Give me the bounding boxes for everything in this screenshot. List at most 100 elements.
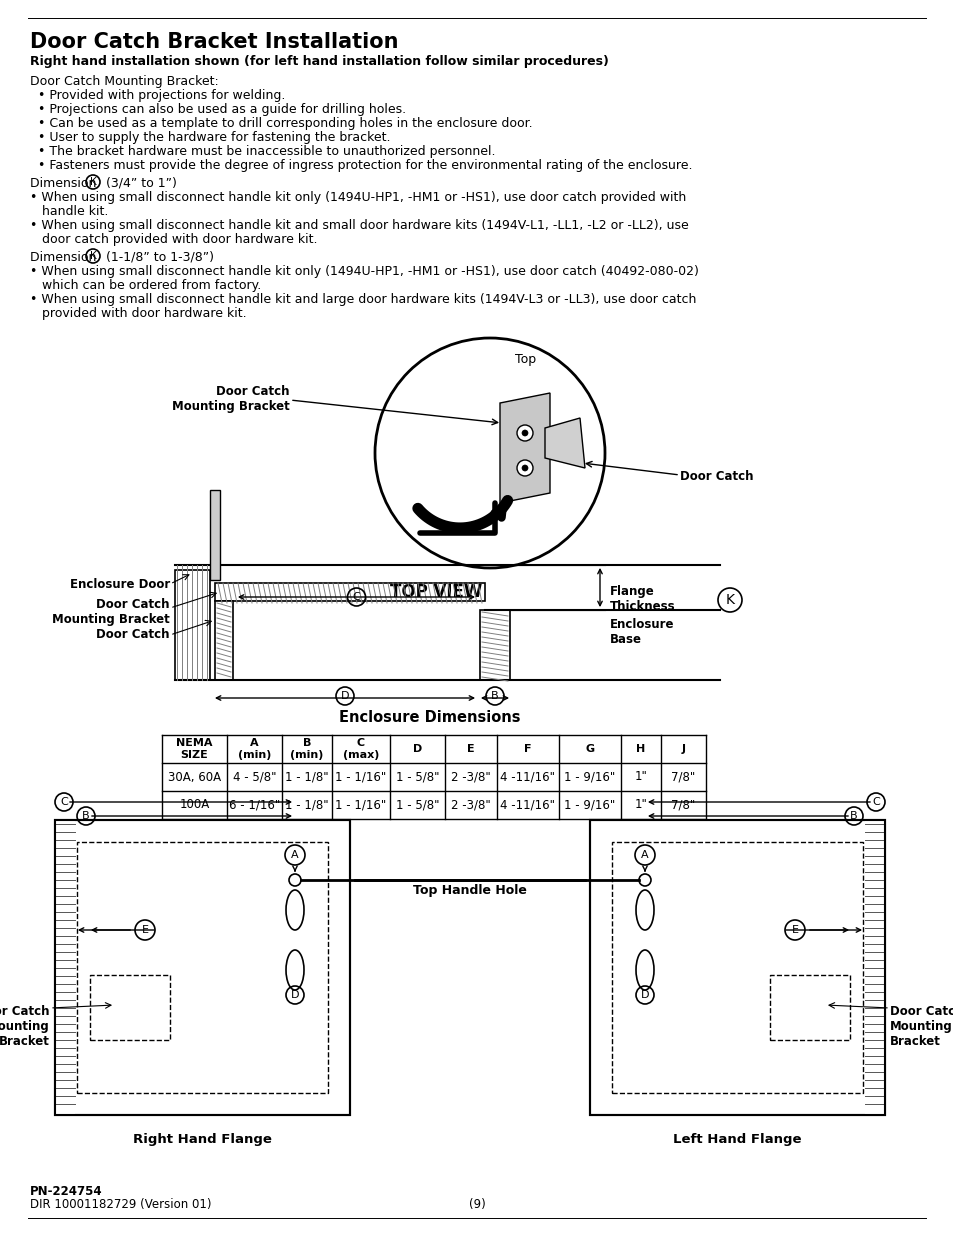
Text: 7/8": 7/8" [671, 771, 695, 783]
Polygon shape [499, 393, 550, 503]
Text: Flange
Thickness: Flange Thickness [609, 585, 675, 613]
Text: F: F [524, 743, 531, 755]
Text: handle kit.: handle kit. [30, 205, 109, 219]
Text: D: D [340, 692, 349, 701]
Text: • The bracket hardware must be inaccessible to unauthorized personnel.: • The bracket hardware must be inaccessi… [38, 144, 495, 158]
Bar [90, 974, 170, 1040]
Text: E: E [791, 925, 798, 935]
Text: G: G [585, 743, 594, 755]
Text: (3/4” to 1”): (3/4” to 1”) [102, 177, 176, 190]
Bar [612, 842, 862, 1093]
Text: Door Catch
Mounting Bracket: Door Catch Mounting Bracket [172, 385, 290, 412]
Text: provided with door hardware kit.: provided with door hardware kit. [30, 308, 247, 320]
Text: 7/8": 7/8" [671, 799, 695, 811]
Text: K: K [90, 177, 96, 186]
Text: • When using small disconnect handle kit only (1494U-HP1, -HM1 or -HS1), use doo: • When using small disconnect handle kit… [30, 191, 685, 204]
Polygon shape [544, 417, 584, 468]
Text: C: C [871, 797, 879, 806]
Text: Top: Top [515, 353, 536, 366]
Bar [210, 490, 220, 580]
Text: B: B [82, 811, 90, 821]
Text: Dimension: Dimension [30, 177, 100, 190]
Text: E: E [467, 743, 475, 755]
Text: 1 - 1/16": 1 - 1/16" [335, 771, 386, 783]
Text: • When using small disconnect handle kit only (1494U-HP1, -HM1 or -HS1), use doo: • When using small disconnect handle kit… [30, 266, 699, 278]
Circle shape [521, 466, 527, 471]
Ellipse shape [286, 950, 304, 990]
Text: • Can be used as a template to drill corresponding holes in the enclosure door.: • Can be used as a template to drill cor… [38, 117, 532, 130]
Text: 1 - 9/16": 1 - 9/16" [564, 799, 615, 811]
Text: 1 - 1/16": 1 - 1/16" [335, 799, 386, 811]
Text: J: J [680, 743, 685, 755]
Text: 6 - 1/16": 6 - 1/16" [229, 799, 280, 811]
Text: 2 -3/8": 2 -3/8" [451, 799, 491, 811]
Text: H: H [636, 743, 645, 755]
Text: DIR 10001182729 (Version 01): DIR 10001182729 (Version 01) [30, 1198, 212, 1212]
Bar [479, 610, 510, 680]
Bar [589, 820, 884, 1115]
Text: A
(min): A (min) [237, 739, 271, 760]
Text: A: A [291, 850, 298, 860]
Text: door catch provided with door hardware kit.: door catch provided with door hardware k… [30, 233, 317, 246]
Text: PN-224754: PN-224754 [30, 1186, 103, 1198]
Text: • When using small disconnect handle kit and large door hardware kits (1494V-L3 : • When using small disconnect handle kit… [30, 293, 696, 306]
Text: Enclosure Door: Enclosure Door [70, 578, 170, 592]
Text: B
(min): B (min) [290, 739, 323, 760]
Bar [214, 583, 484, 601]
Text: 1 - 9/16": 1 - 9/16" [564, 771, 615, 783]
Bar [864, 820, 884, 1115]
Circle shape [517, 425, 533, 441]
Text: which can be ordered from factory.: which can be ordered from factory. [30, 279, 261, 291]
Text: Door Catch: Door Catch [679, 471, 753, 483]
Text: D: D [291, 990, 299, 1000]
Text: 30A, 60A: 30A, 60A [168, 771, 221, 783]
Text: 1 - 5/8": 1 - 5/8" [395, 771, 438, 783]
Text: 2 -3/8": 2 -3/8" [451, 771, 491, 783]
Text: Door Catch
Mounting Bracket: Door Catch Mounting Bracket [52, 598, 170, 626]
Text: • User to supply the hardware for fastening the bracket.: • User to supply the hardware for fasten… [38, 131, 390, 144]
Circle shape [517, 459, 533, 475]
Text: • Projections can also be used as a guide for drilling holes.: • Projections can also be used as a guid… [38, 103, 406, 116]
Text: (1-1/8” to 1-3/8”): (1-1/8” to 1-3/8”) [102, 251, 213, 264]
Text: Enclosure Dimensions: Enclosure Dimensions [339, 710, 520, 725]
Text: • Fasteners must provide the degree of ingress protection for the environmental : • Fasteners must provide the degree of i… [38, 159, 692, 172]
Text: D: D [413, 743, 421, 755]
Text: 100A: 100A [179, 799, 210, 811]
Text: D: D [640, 990, 649, 1000]
Text: (9): (9) [468, 1198, 485, 1212]
Text: K: K [724, 593, 734, 606]
Text: 1 - 1/8": 1 - 1/8" [285, 771, 329, 783]
Ellipse shape [636, 950, 654, 990]
Text: E: E [141, 925, 149, 935]
Circle shape [375, 338, 604, 568]
Text: 4 - 5/8": 4 - 5/8" [233, 771, 276, 783]
Text: B: B [491, 692, 498, 701]
Ellipse shape [286, 890, 304, 930]
Text: Door Catch Mounting Bracket:: Door Catch Mounting Bracket: [30, 75, 218, 88]
Bar [55, 820, 350, 1115]
Text: 4 -11/16": 4 -11/16" [500, 799, 555, 811]
Text: B: B [849, 811, 857, 821]
Text: 1": 1" [634, 799, 647, 811]
Bar [55, 820, 350, 1115]
Text: Door Catch
Mounting
Bracket: Door Catch Mounting Bracket [0, 1005, 50, 1049]
Text: Right Hand Flange: Right Hand Flange [132, 1132, 272, 1146]
Text: Enclosure
Base: Enclosure Base [609, 618, 674, 646]
Text: A: A [640, 850, 648, 860]
Ellipse shape [636, 890, 654, 930]
Text: 1 - 1/8": 1 - 1/8" [285, 799, 329, 811]
Circle shape [521, 430, 527, 436]
Bar [174, 571, 210, 680]
Bar [55, 820, 75, 1115]
Text: Left Hand Flange: Left Hand Flange [673, 1132, 801, 1146]
Text: TOP VIEW: TOP VIEW [390, 583, 482, 601]
Bar [77, 842, 328, 1093]
Text: C: C [60, 797, 68, 806]
Text: • Provided with projections for welding.: • Provided with projections for welding. [38, 89, 285, 103]
Bar [769, 974, 849, 1040]
Text: Door Catch: Door Catch [96, 629, 170, 641]
Text: Door Catch
Mounting
Bracket: Door Catch Mounting Bracket [889, 1005, 953, 1049]
Text: C
(max): C (max) [342, 739, 378, 760]
Text: 1 - 5/8": 1 - 5/8" [395, 799, 438, 811]
Text: Door Catch Bracket Installation: Door Catch Bracket Installation [30, 32, 398, 52]
